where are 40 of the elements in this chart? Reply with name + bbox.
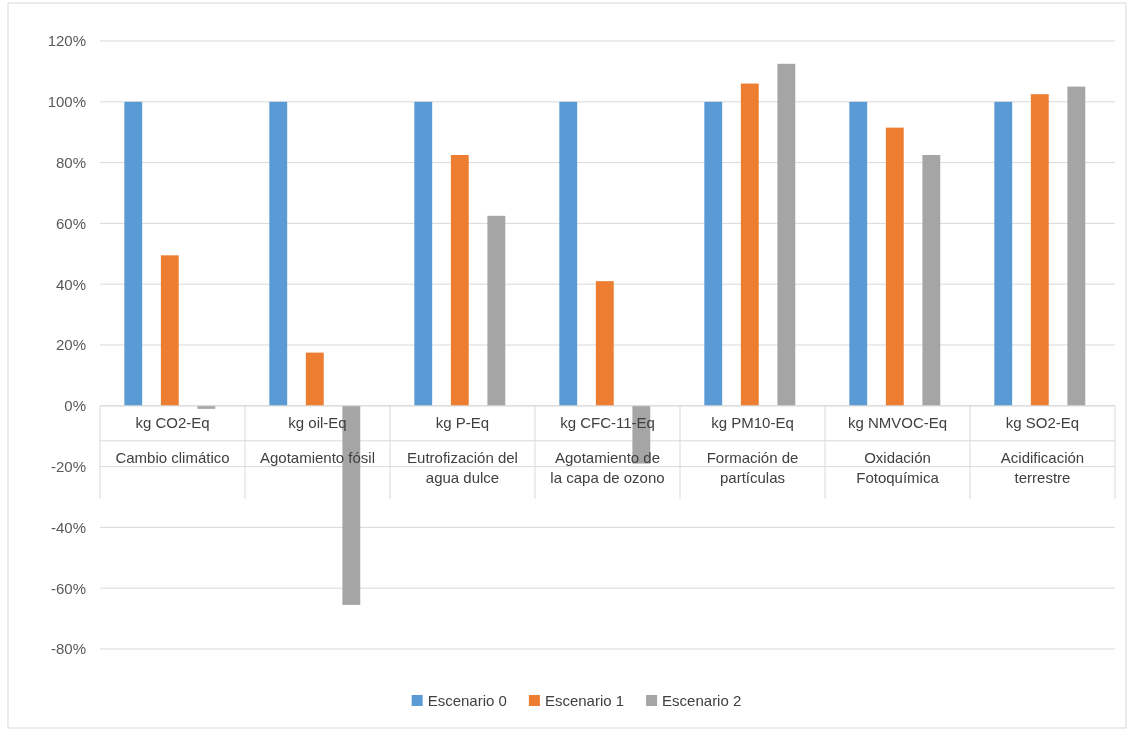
legend-label: Escenario 0 [427, 692, 507, 709]
bar [740, 83, 759, 406]
bar [559, 101, 578, 406]
x-tick-label: kg CFC-11-Eq Agotamiento de la capa de ozono [550, 414, 665, 486]
y-tick-label: -80% [50, 640, 86, 658]
x-tick-label: kg NMVOC-Eq Oxidación Fotoquímica [847, 414, 948, 486]
bar [1067, 86, 1086, 406]
bar [414, 101, 433, 406]
y-tick-label: -40% [50, 518, 86, 536]
legend-label: Escenario 1 [544, 692, 625, 709]
y-tick-label: 20% [55, 336, 86, 354]
bar [160, 255, 179, 406]
bar [849, 101, 868, 406]
bar [704, 101, 723, 406]
bar [197, 405, 216, 409]
x-tick-label: kg SO2-Eq Acidificación terrestre [1000, 414, 1085, 486]
y-tick-label: -60% [50, 579, 86, 597]
y-tick-label: 120% [47, 32, 86, 50]
bar [305, 352, 324, 406]
bar [922, 155, 941, 406]
y-tick-label: 0% [64, 397, 86, 415]
y-tick-label: 80% [55, 153, 86, 171]
y-tick-label: 40% [55, 275, 86, 293]
y-tick-label: -20% [50, 457, 86, 475]
bar [450, 155, 469, 406]
bar [487, 215, 506, 406]
bar [595, 281, 614, 406]
bar [885, 127, 904, 406]
x-tick-label: kg oil-Eq Agotamiento fósil [259, 414, 376, 466]
x-tick-label: kg P-Eq Eutrofización del agua dulce [407, 414, 518, 486]
y-tick-label: 60% [55, 214, 86, 232]
x-tick-label: kg PM10-Eq Formación de partículas [706, 414, 799, 486]
x-tick-label: kg CO2-Eq Cambio climático [115, 414, 230, 466]
bar [269, 101, 288, 406]
bar [124, 101, 143, 406]
bar [994, 101, 1013, 406]
bar [1030, 94, 1049, 406]
legend-label: Escenario 2 [662, 692, 742, 709]
y-tick-label: 100% [47, 93, 86, 111]
bar [777, 63, 796, 406]
